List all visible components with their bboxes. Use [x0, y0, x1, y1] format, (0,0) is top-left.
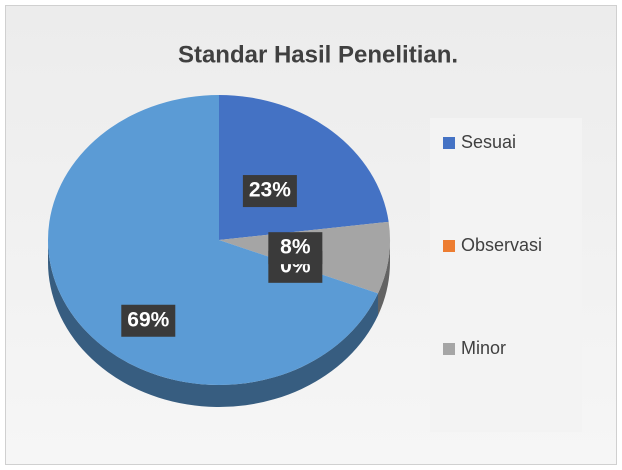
data-label-box	[242, 175, 297, 208]
pie-side	[377, 240, 390, 316]
legend-label: Minor	[461, 338, 506, 358]
data-label: 8%	[280, 236, 311, 259]
legend-swatch	[443, 137, 455, 149]
legend-label: Sesuai	[461, 132, 516, 152]
legend-swatch	[443, 343, 455, 355]
legend-box	[430, 118, 582, 432]
data-label: 69%	[127, 308, 169, 331]
legend-label: Observasi	[461, 235, 542, 255]
data-label-box	[268, 232, 323, 265]
pie-side	[47, 240, 378, 407]
data-label: 23%	[249, 179, 291, 202]
chart-title: Standar Hasil Penelitian.	[178, 41, 458, 68]
legend-swatch	[443, 240, 455, 252]
data-label-box	[121, 304, 176, 337]
